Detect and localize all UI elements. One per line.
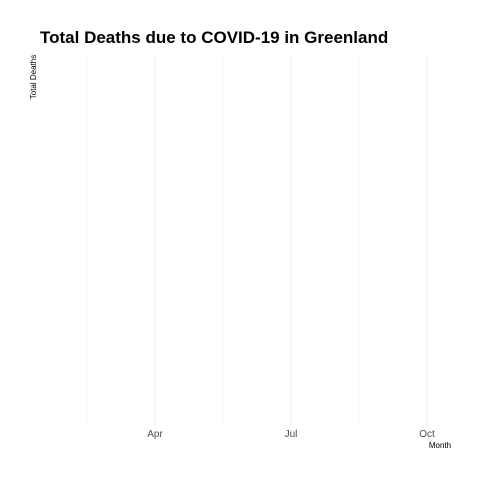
x-axis-ticks: Apr Jul Oct <box>147 429 435 440</box>
grid <box>86 56 428 426</box>
x-tick-label: Oct <box>419 429 435 440</box>
x-tick-label: Jul <box>285 429 298 440</box>
chart-title: Total Deaths due to COVID-19 in Greenlan… <box>40 28 388 47</box>
x-tick-label: Apr <box>147 429 163 440</box>
y-axis-title: Total Deaths <box>29 55 38 99</box>
x-axis-title: Month <box>429 441 451 450</box>
